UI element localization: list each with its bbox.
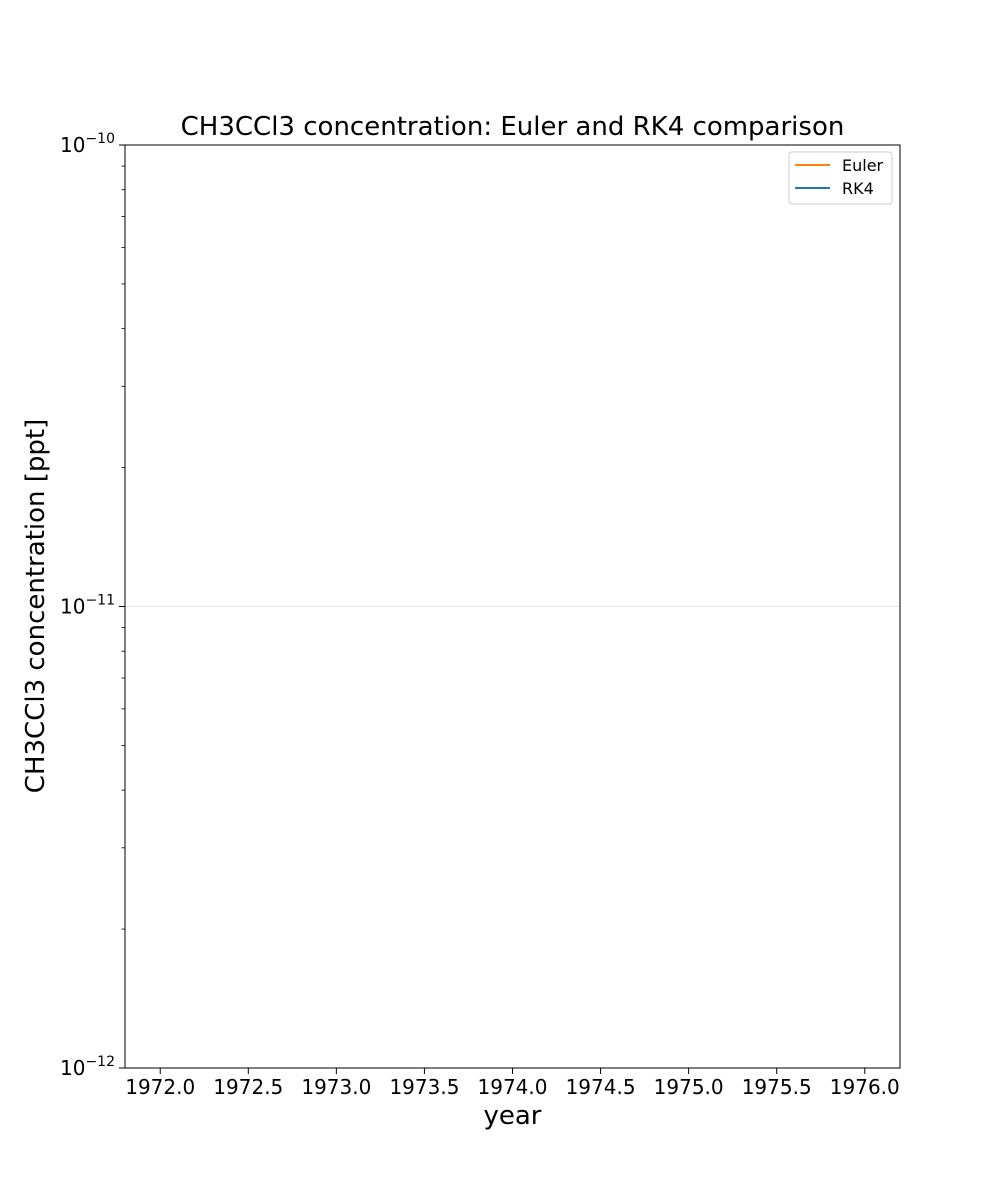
x-tick-label: 1975.0 [654,1075,724,1099]
y-tick-label-exponent: −10 [85,131,115,147]
x-tick-label: 1974.0 [478,1075,548,1099]
y-tick-label-exponent: −12 [85,1054,115,1070]
x-axis-label: year [483,1101,541,1131]
x-tick-label: 1976.0 [830,1075,900,1099]
y-tick-label-base: 10 [60,595,85,619]
y-tick-label-base: 10 [60,133,85,157]
y-tick-label: 10−10 [60,131,115,157]
x-tick-label: 1972.5 [213,1075,283,1099]
x-tick-label: 1973.0 [301,1075,371,1099]
chart-title: CH3CCl3 concentration: Euler and RK4 com… [181,112,845,142]
legend-label-euler: Euler [842,156,884,175]
y-tick-label-exponent: −11 [85,593,115,609]
x-tick-label: 1975.5 [742,1075,812,1099]
legend-label-rk4: RK4 [842,179,874,198]
x-tick-label: 1973.5 [389,1075,459,1099]
y-tick-label-base: 10 [60,1056,85,1080]
x-axis-ticks: 1972.0 1972.5 1973.0 1973.5 1974.0 1974.5 1975… [125,1068,900,1099]
y-axis-label: CH3CCl3 concentration [ppt] [21,419,51,793]
x-tick-label: 1972.0 [125,1075,195,1099]
x-tick-label: 1974.5 [566,1075,636,1099]
y-tick-label: 10−11 [60,593,115,619]
y-tick-label: 10−12 [60,1054,115,1080]
legend: Euler RK4 [788,151,893,205]
